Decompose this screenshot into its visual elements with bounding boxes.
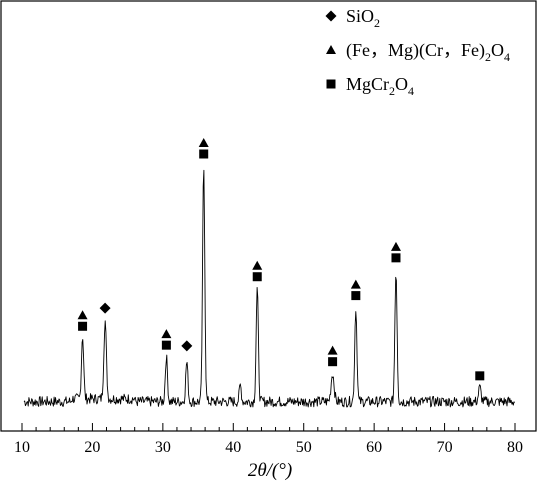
legend-label: SiO2 — [346, 6, 380, 30]
triangle-marker — [161, 329, 172, 339]
x-tick-label: 50 — [296, 439, 312, 456]
legend-subscript: 2 — [389, 84, 395, 98]
x-axis-ticks — [21, 423, 516, 431]
legend-label-tail: O — [395, 74, 408, 94]
triangle-marker — [252, 260, 263, 270]
plot-frame — [0, 0, 537, 432]
legend-label: MgCr2O4 — [346, 74, 414, 98]
triangle-marker — [327, 345, 338, 355]
legend-label: (Fe，Mg)(Cr，Fe)2O4 — [346, 40, 510, 64]
square-marker — [78, 321, 88, 331]
legend-subscript: 2 — [374, 16, 380, 30]
legend-diamond-marker — [325, 10, 337, 22]
legend-label-text: SiO — [346, 6, 374, 26]
legend-square-marker — [326, 79, 336, 89]
x-tick-label: 60 — [366, 439, 382, 456]
triangle-marker — [198, 138, 209, 147]
square-marker — [252, 272, 262, 282]
square-marker — [161, 340, 171, 350]
square-marker — [199, 149, 209, 159]
legend-subscript: 4 — [504, 50, 510, 64]
legend-label-text: (Fe，Mg)(Cr，Fe) — [346, 40, 485, 61]
legend-label-text: MgCr — [346, 74, 389, 94]
legend-label-tail: O — [491, 40, 504, 60]
diamond-marker — [181, 340, 193, 352]
legend-subscript: 2 — [485, 50, 491, 64]
square-marker — [351, 291, 361, 301]
square-marker — [391, 253, 401, 263]
x-tick-label: 20 — [84, 439, 100, 456]
x-tick-label: 10 — [14, 439, 30, 456]
square-marker — [328, 357, 338, 367]
legend-triangle-marker — [326, 45, 336, 54]
peak-markers — [77, 138, 485, 381]
xrd-pattern-line — [23, 169, 516, 408]
x-axis-tick-labels: 10 20 30 40 50 60 70 80 — [14, 439, 523, 456]
legend-subscript: 4 — [408, 84, 414, 98]
x-tick-label: 40 — [225, 439, 241, 456]
x-axis-label: 2θ/(°) — [248, 460, 292, 481]
diamond-marker — [99, 302, 111, 314]
square-marker — [475, 371, 485, 381]
triangle-marker — [350, 279, 361, 289]
x-tick-label: 30 — [155, 439, 171, 456]
triangle-marker — [390, 241, 401, 251]
x-tick-label: 80 — [507, 439, 523, 456]
triangle-marker — [77, 310, 88, 320]
x-tick-label: 70 — [437, 439, 453, 456]
